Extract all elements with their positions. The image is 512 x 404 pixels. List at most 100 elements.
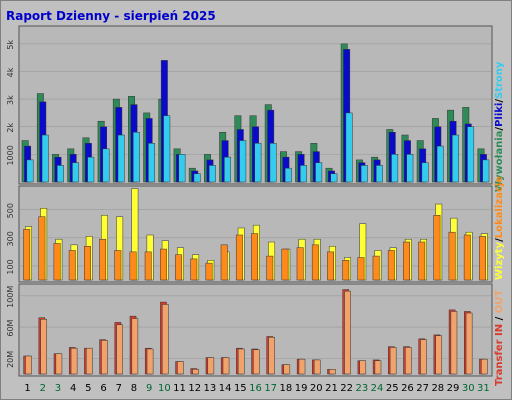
x-tick-label: 24 (371, 383, 384, 394)
x-tick-label: 18 (280, 383, 293, 394)
bar-out-day-6 (101, 340, 108, 375)
bar-strony-day-19 (300, 165, 307, 183)
bar-lokalizacje-day-17 (266, 255, 274, 281)
x-tick-label: 26 (401, 383, 414, 394)
bar-strony-day-12 (193, 173, 201, 183)
bar-lokalizacje-day-28 (433, 215, 441, 281)
x-tick-label: 10 (158, 383, 171, 394)
bar-lokalizacje-day-9 (144, 251, 152, 281)
bar-strony-day-6 (102, 148, 110, 183)
bar-lokalizacje-day-29 (448, 231, 456, 281)
bar-out-day-17 (268, 337, 275, 375)
bar-out-day-4 (70, 347, 78, 375)
transfer-legend: Transfer IN / OUT (494, 290, 505, 386)
bar-lokalizacje-day-11 (175, 254, 183, 281)
panel-transfer (20, 289, 491, 375)
bar-strony-day-23 (360, 165, 368, 183)
bar-strony-day-28 (436, 145, 444, 183)
bar-out-day-12 (192, 369, 199, 375)
x-tick-label: 16 (249, 383, 262, 394)
bar-strony-day-4 (72, 162, 80, 183)
bar-lokalizacje-day-8 (129, 251, 137, 281)
legend-wywolania: Wywołania (494, 131, 505, 192)
x-tick-label: 31 (477, 383, 490, 394)
legend-pliki: Pliki (494, 103, 505, 127)
bar-out-day-27 (420, 339, 427, 375)
bar-lokalizacje-day-4 (68, 250, 76, 281)
bar-lokalizacje-day-16 (251, 233, 259, 281)
bar-strony-day-15 (239, 140, 247, 183)
x-tick-label: 17 (264, 383, 277, 394)
x-tick-label: 3 (55, 383, 61, 394)
day-labels: 1 2 3 4 5 6 7 8 9 10 11 12 13 14 15 16 17 18 19 20 21 22 23 24 2… (24, 383, 489, 394)
y-tick-label: 100 (6, 259, 15, 274)
legend-out: OUT (494, 290, 505, 314)
bar-lokalizacje-day-21 (327, 251, 334, 281)
legend-wizyty: Wizyty (494, 241, 505, 280)
x-tick-label: 7 (116, 383, 122, 394)
bar-out-day-15 (237, 348, 245, 375)
legend-in: IN (494, 324, 505, 336)
requests-legend: Wywołania/Pliki/Strony (494, 61, 505, 192)
legend-strony: Strony (494, 61, 505, 99)
bar-out-day-16 (253, 349, 260, 375)
bar-strony-day-26 (406, 154, 414, 183)
bar-strony-day-24 (376, 165, 383, 183)
bar-out-day-18 (283, 364, 291, 375)
bar-lokalizacje-day-24 (372, 255, 380, 281)
bar-strony-day-25 (391, 154, 399, 183)
x-tick-label: 23 (355, 383, 368, 394)
x-tick-label: 9 (146, 383, 152, 394)
panel-visits (20, 188, 491, 281)
bar-out-day-29 (450, 311, 458, 375)
bar-lokalizacje-day-6 (99, 238, 107, 281)
bar-out-day-8 (131, 318, 139, 375)
bar-out-day-31 (481, 358, 488, 375)
x-tick-label: 8 (131, 383, 137, 394)
bar-lokalizacje-day-19 (296, 247, 304, 281)
bar-strony-day-27 (421, 162, 429, 183)
bar-lokalizacje-day-22 (342, 260, 350, 281)
x-tick-label: 14 (219, 383, 232, 394)
bar-out-day-25 (389, 347, 397, 375)
bar-strony-day-8 (132, 132, 140, 183)
legend-sep-2: / (494, 99, 505, 103)
bar-strony-day-18 (284, 167, 292, 183)
bar-strony-day-16 (254, 143, 262, 183)
y-tick-label: 300 (6, 231, 15, 246)
bar-strony-day-21 (330, 173, 338, 183)
bar-strony-day-31 (482, 159, 490, 183)
y-tick-label: 2k (6, 123, 15, 133)
x-tick-label: 29 (447, 383, 460, 394)
bar-out-day-5 (85, 347, 93, 375)
bar-lokalizacje-day-15 (235, 234, 243, 281)
bar-out-day-22 (344, 290, 351, 375)
legend-sep-3: / (494, 238, 505, 242)
bar-strony-day-30 (467, 126, 475, 183)
x-tick-label: 12 (188, 383, 201, 394)
bar-out-day-21 (329, 369, 336, 375)
bar-lokalizacje-day-14 (220, 244, 228, 281)
y-tick-label: 500 (6, 203, 15, 218)
y-tick-label: 3k (6, 95, 15, 105)
bar-out-day-24 (374, 360, 382, 375)
bar-out-day-11 (177, 361, 184, 375)
bar-strony-day-14 (224, 156, 231, 183)
legend-sep-1: / (494, 127, 505, 131)
bar-strony-day-9 (148, 143, 156, 183)
bar-strony-day-11 (178, 154, 186, 183)
bar-out-day-13 (207, 357, 215, 375)
legend-lokalizacje: Lokalizacje (494, 176, 505, 238)
bar-out-day-3 (55, 353, 63, 375)
bar-lokalizacje-day-5 (84, 246, 91, 281)
bar-lokalizacje-day-26 (403, 241, 410, 281)
y-tick-label: 5k (6, 40, 15, 50)
bar-out-day-1 (25, 355, 32, 375)
bar-lokalizacje-day-1 (23, 229, 31, 281)
bar-lokalizacje-day-2 (38, 216, 46, 281)
bar-out-day-20 (313, 359, 321, 375)
bar-strony-day-5 (87, 156, 95, 183)
bar-out-day-10 (161, 304, 169, 375)
bar-lokalizacje-day-13 (205, 262, 213, 281)
x-tick-label: 1 (24, 383, 30, 394)
